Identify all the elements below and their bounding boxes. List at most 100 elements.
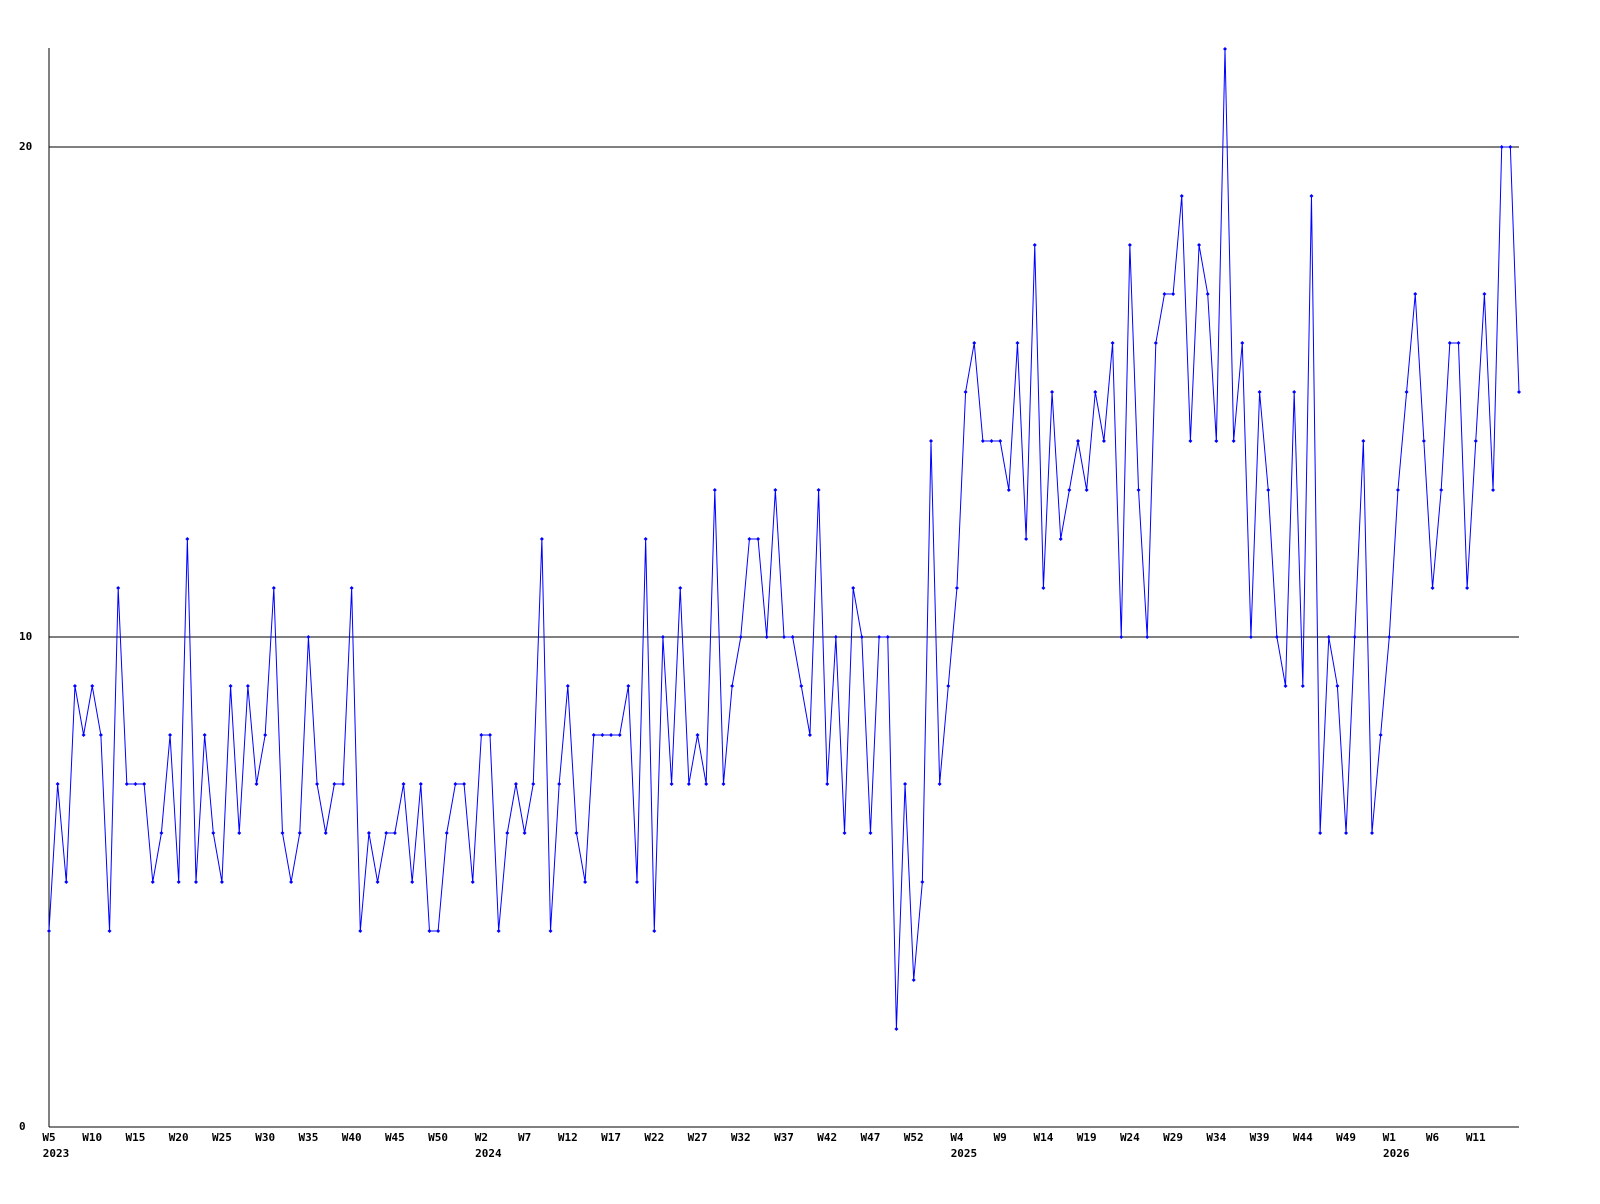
data-point <box>1127 243 1132 247</box>
y-tick-label: 20 <box>19 140 32 153</box>
data-point <box>1300 684 1305 688</box>
x-tick-label: W7 <box>518 1131 531 1144</box>
data-point <box>237 831 242 835</box>
data-point <box>254 782 259 786</box>
x-tick-label: W49 <box>1336 1131 1356 1144</box>
x-year-label: 2026 <box>1383 1147 1410 1160</box>
data-point <box>1153 341 1158 345</box>
data-point <box>1248 635 1253 639</box>
data-point <box>1214 439 1219 443</box>
x-tick-label: W19 <box>1077 1131 1097 1144</box>
data-point <box>652 929 657 933</box>
y-tick-label: 0 <box>19 1120 26 1133</box>
data-point <box>756 537 761 541</box>
data-point <box>418 782 423 786</box>
data-point <box>1179 194 1184 198</box>
data-point <box>894 1027 899 1031</box>
data-point <box>859 635 864 639</box>
x-tick-label: W1 <box>1383 1131 1397 1144</box>
data-point <box>1240 341 1245 345</box>
data-point <box>1387 635 1392 639</box>
data-point <box>1041 586 1046 590</box>
data-point <box>833 635 838 639</box>
data-point <box>1110 341 1115 345</box>
data-point <box>1274 635 1279 639</box>
x-tick-label: W11 <box>1466 1131 1486 1144</box>
data-point <box>712 488 717 492</box>
data-point <box>1188 439 1193 443</box>
data-point <box>341 782 345 786</box>
data-point <box>1205 292 1210 296</box>
data-point <box>738 635 743 639</box>
data-point <box>1499 145 1504 149</box>
data-point <box>55 782 60 786</box>
x-tick-label: W25 <box>212 1131 232 1144</box>
data-point <box>954 586 959 590</box>
data-point <box>799 684 804 688</box>
data-point <box>1404 390 1409 394</box>
data-point <box>47 929 51 933</box>
data-point <box>721 782 726 786</box>
x-tick-label: W32 <box>731 1131 751 1144</box>
data-point <box>133 782 138 786</box>
data-point <box>1171 292 1176 296</box>
data-point <box>1352 635 1357 639</box>
data-point <box>1395 488 1400 492</box>
data-point <box>219 880 224 884</box>
data-point <box>1050 390 1055 394</box>
data-point <box>358 929 363 933</box>
data-point <box>1456 341 1461 345</box>
data-point <box>1361 439 1366 443</box>
data-point <box>1447 341 1452 345</box>
data-point <box>583 880 588 884</box>
data-point <box>1491 488 1496 492</box>
data-point <box>1283 684 1288 688</box>
data-point <box>64 880 69 884</box>
data-point <box>747 537 752 541</box>
data-point <box>1370 831 1374 835</box>
data-point <box>427 929 432 933</box>
data-point <box>1508 145 1513 149</box>
data-point <box>522 831 527 835</box>
x-tick-label: W22 <box>644 1131 664 1144</box>
data-point <box>825 782 830 786</box>
data-point <box>1309 194 1314 198</box>
data-point <box>1318 831 1323 835</box>
data-point <box>168 733 173 737</box>
data-point <box>1473 439 1478 443</box>
data-point <box>877 635 882 639</box>
data-point <box>124 782 129 786</box>
x-tick-label: W35 <box>298 1131 318 1144</box>
x-tick-label: W20 <box>169 1131 189 1144</box>
x-tick-label: W37 <box>774 1131 794 1144</box>
data-point <box>920 880 925 884</box>
x-year-label: 2023 <box>43 1147 70 1160</box>
data-point <box>660 635 665 639</box>
data-point <box>1292 390 1297 394</box>
data-point <box>150 880 155 884</box>
data-point <box>1517 390 1521 394</box>
data-point <box>539 537 544 541</box>
data-point <box>764 635 769 639</box>
data-point <box>1231 439 1236 443</box>
data-point <box>444 831 449 835</box>
data-point <box>375 880 380 884</box>
data-point <box>1093 390 1098 394</box>
data-point <box>185 537 190 541</box>
data-point <box>366 831 371 835</box>
data-point <box>885 635 890 639</box>
data-point <box>211 831 216 835</box>
data-point <box>479 733 484 737</box>
data-point <box>462 782 467 786</box>
x-tick-label: W6 <box>1426 1131 1440 1144</box>
data-point <box>1378 733 1383 737</box>
data-point <box>401 782 406 786</box>
data-line <box>48 48 1520 1030</box>
data-point <box>730 684 735 688</box>
data-point <box>790 635 795 639</box>
data-point <box>617 733 622 737</box>
data-point <box>911 978 916 982</box>
x-tick-label: W39 <box>1250 1131 1270 1144</box>
data-point <box>937 782 942 786</box>
